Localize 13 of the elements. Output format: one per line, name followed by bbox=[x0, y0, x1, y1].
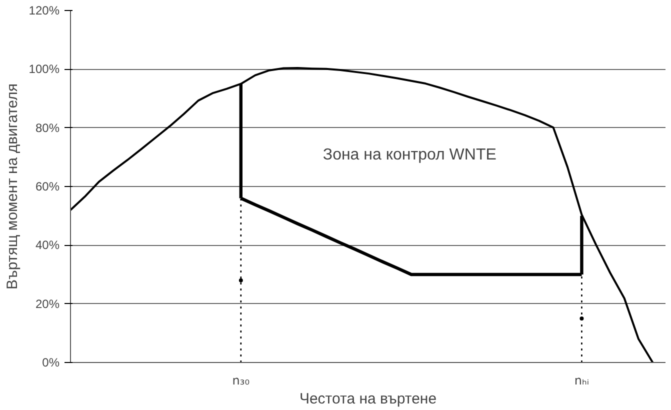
y-tick-label: 40% bbox=[35, 238, 60, 252]
y-tick-label: 80% bbox=[35, 120, 60, 135]
x-tick-label: nₕᵢ bbox=[574, 374, 590, 388]
y-tick-label: 0% bbox=[42, 356, 60, 370]
y-tick-label: 60% bbox=[35, 180, 60, 194]
x-axis-title: Честота на въртене bbox=[299, 390, 437, 408]
annotation: Зона на контрол WNTE bbox=[322, 146, 496, 164]
y-axis-title: Въртящ момент на двигателя bbox=[4, 83, 21, 290]
y-tick-label: 120% bbox=[28, 4, 60, 18]
y-tick-label: 20% bbox=[35, 296, 60, 311]
x-tick-label: n₃₀ bbox=[232, 374, 250, 388]
y-tick-label: 100% bbox=[28, 62, 60, 76]
line-series bbox=[70, 66, 654, 362]
